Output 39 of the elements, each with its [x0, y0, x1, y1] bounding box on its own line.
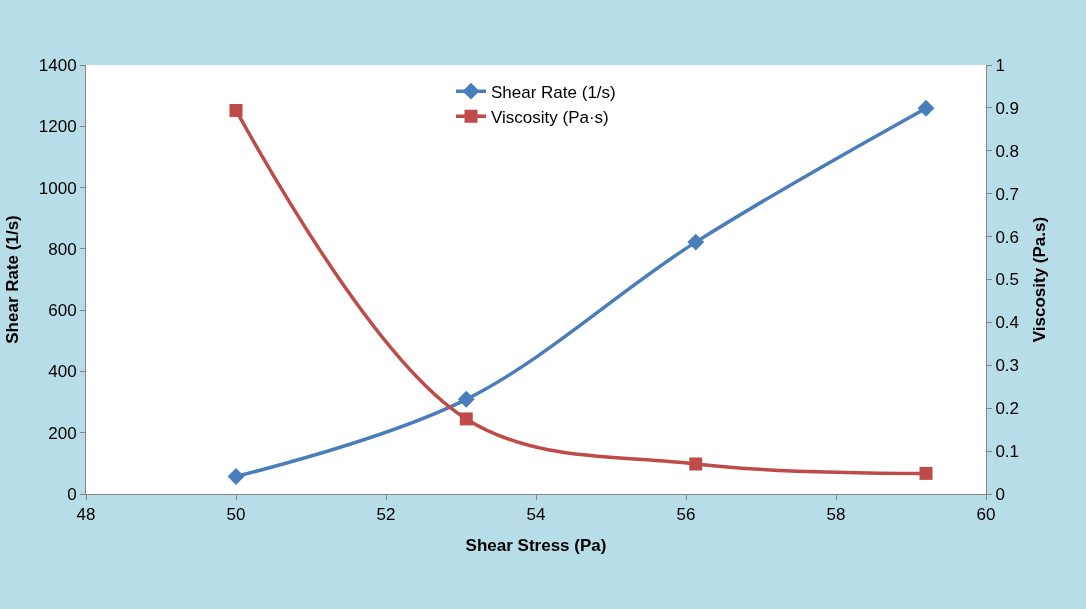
y-tick-label: 0 — [67, 484, 77, 504]
x-tick-label: 58 — [826, 505, 846, 525]
legend-label: Shear Rate (1/s) — [491, 82, 616, 102]
y-tick-label: 1200 — [38, 117, 77, 137]
legend-label: Viscosity (Pa·s) — [491, 107, 609, 127]
y2-tick-label: 0.8 — [995, 141, 1020, 161]
y2-tick-label: 0.1 — [995, 442, 1020, 462]
point — [229, 103, 243, 117]
point — [227, 468, 245, 485]
y2-tick-label: 0.9 — [995, 98, 1020, 118]
y-tick-label: 200 — [48, 423, 77, 443]
point — [457, 390, 475, 408]
point — [689, 457, 703, 471]
x-tick-label: 52 — [376, 505, 396, 525]
y-tick-label: 800 — [48, 239, 77, 259]
y-tick-label: 400 — [48, 362, 77, 382]
y-tick-label: 1000 — [38, 178, 77, 198]
y2-tick-label: 0.6 — [995, 227, 1020, 247]
y-tick-label: 600 — [48, 301, 77, 321]
y2-tick-label: 0.5 — [995, 270, 1020, 290]
point — [687, 233, 705, 251]
point — [919, 466, 933, 480]
x-tick-label: 56 — [676, 505, 696, 525]
x-tick-label: 60 — [976, 505, 996, 525]
point — [917, 99, 935, 117]
point — [459, 412, 473, 426]
x-tick-label: 54 — [526, 505, 546, 525]
y2-tick-label: 1 — [995, 55, 1005, 75]
y2-tick-label: 0.4 — [995, 313, 1020, 333]
x-axis-title: Shear Stress (Pa) — [465, 535, 607, 555]
y-axis-title: Shear Rate (1/s) — [3, 215, 23, 344]
y2-tick-label: 0.2 — [995, 399, 1020, 419]
y-tick-label: 1400 — [38, 55, 77, 75]
y2-axis-title: Viscosity (Pa.s) — [1030, 216, 1050, 343]
x-tick-label: 48 — [76, 505, 96, 525]
y2-tick-label: 0.7 — [995, 184, 1020, 204]
y2-tick-label: 0 — [995, 484, 1005, 504]
x-tick-label: 50 — [226, 505, 246, 525]
y2-tick-label: 0.3 — [995, 356, 1020, 376]
